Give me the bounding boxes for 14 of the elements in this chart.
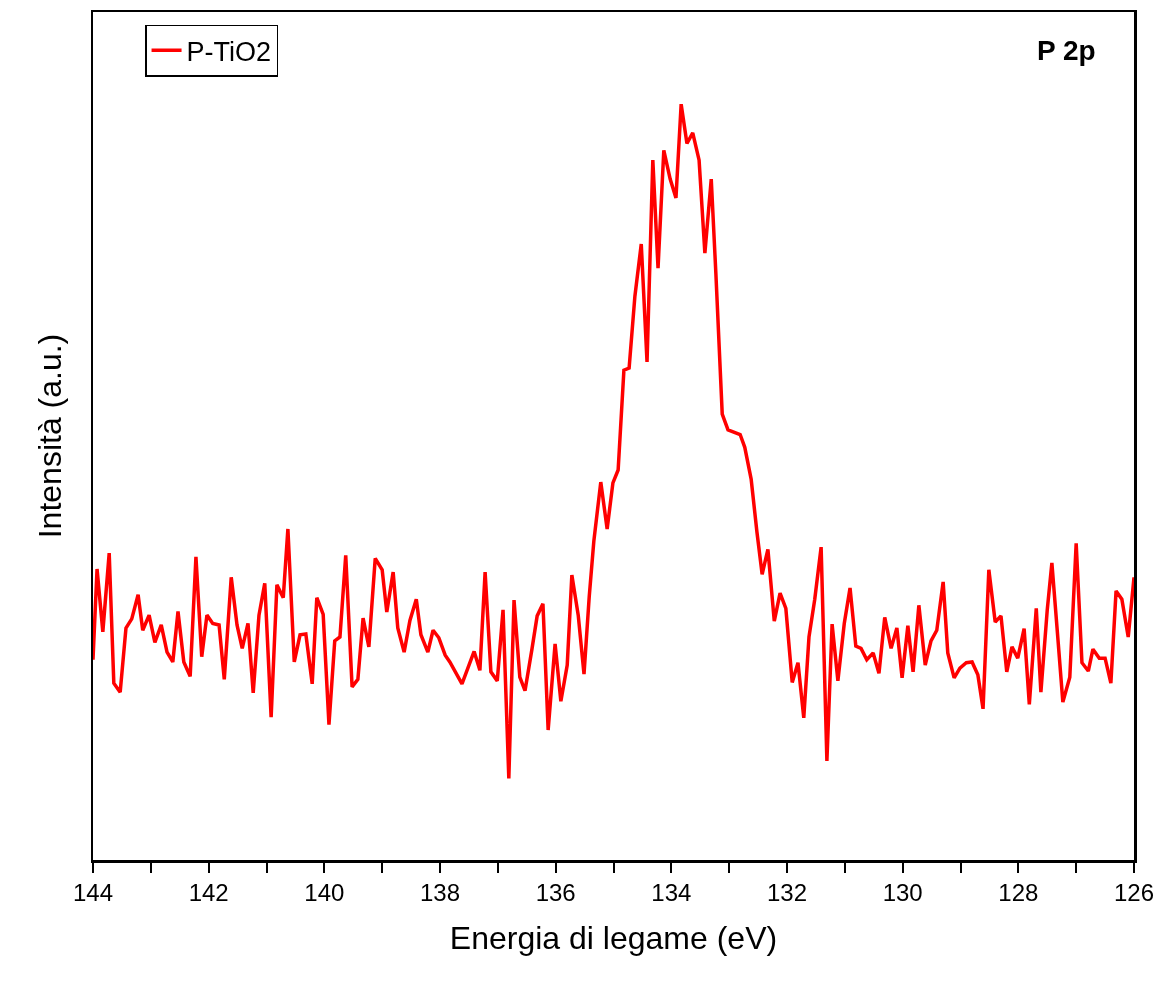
x-axis-title: Energia di legame (eV)	[449, 920, 778, 957]
x-tick-label: 142	[188, 879, 229, 907]
text: P 2p	[1037, 35, 1096, 66]
x-tick-label: 140	[304, 879, 345, 907]
x-tick-label: 126	[1113, 879, 1155, 907]
x-tick-label: 144	[72, 879, 114, 907]
y-axis-title: Intensità (a.u.)	[31, 333, 68, 539]
legend-label: P-TiO2	[186, 36, 272, 67]
x-tick-label: 128	[998, 879, 1039, 907]
x-tick-label: 134	[651, 879, 692, 907]
x-tick-label: 130	[882, 879, 923, 907]
x-tick-label: 136	[535, 879, 576, 907]
x-tick-label: 138	[419, 879, 461, 907]
x-tick-label: 132	[766, 879, 808, 907]
